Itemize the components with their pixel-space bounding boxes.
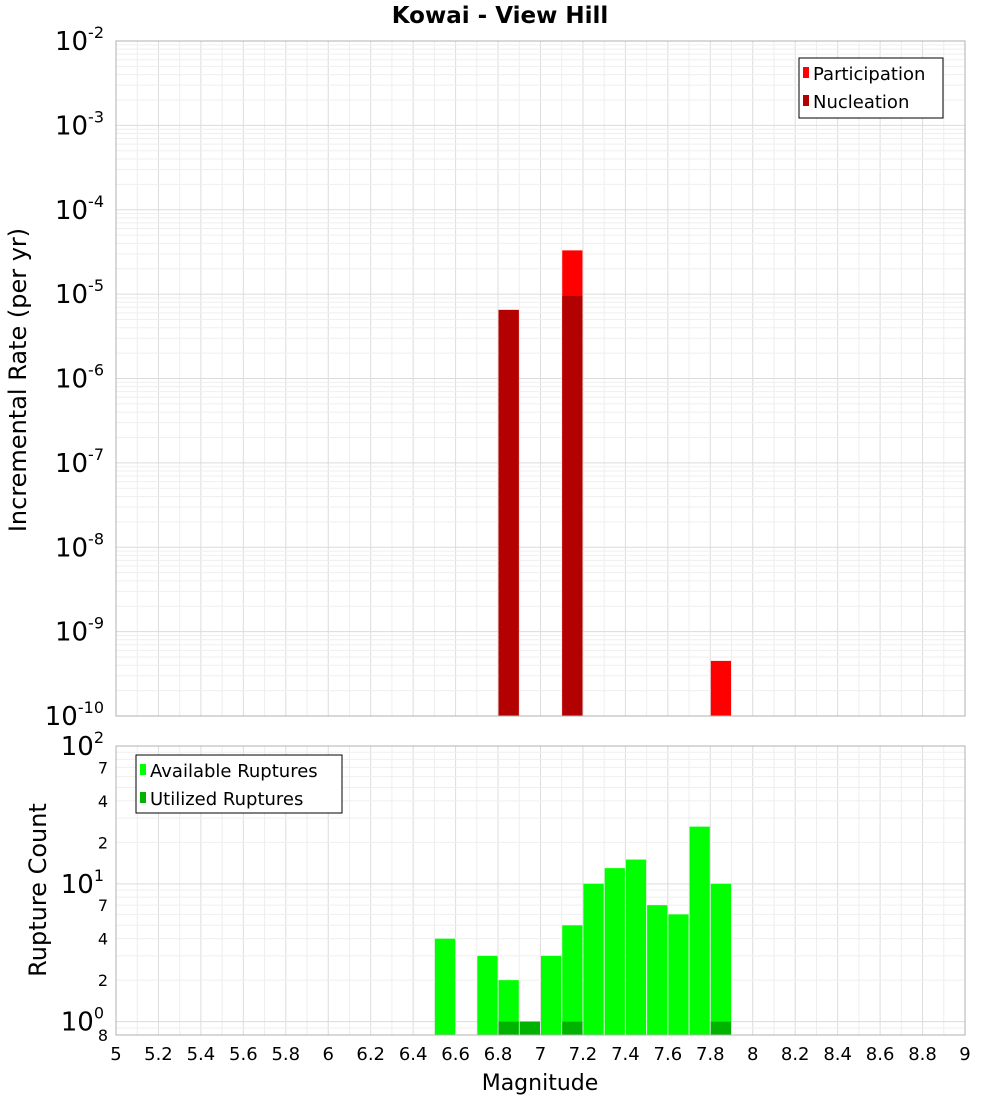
legend-swatch-available-ruptures bbox=[140, 764, 146, 775]
x-tick-label: 5.8 bbox=[271, 1044, 300, 1065]
top-plot-border bbox=[115, 40, 966, 717]
legend-swatch-nucleation bbox=[803, 95, 809, 106]
utilized-ruptures-bar bbox=[519, 1021, 540, 1035]
x-tick-label: 8.6 bbox=[866, 1044, 895, 1065]
top-y-axis-label: Incremental Rate (per yr) bbox=[4, 228, 32, 532]
participation-bar bbox=[710, 660, 732, 716]
x-tick-label: 6 bbox=[323, 1044, 334, 1065]
x-tick-label: 8.4 bbox=[823, 1044, 852, 1065]
available-ruptures-bar bbox=[710, 883, 732, 1035]
y-tick-label: 10-3 bbox=[55, 107, 104, 141]
bottom-y-tick-labels: 102 101 100 7 4 2 7 4 2 8 bbox=[61, 728, 108, 1045]
y-minor-tick-label: 7 bbox=[98, 758, 108, 777]
x-tick-label: 6.2 bbox=[356, 1044, 385, 1065]
available-ruptures-bar bbox=[604, 868, 625, 1035]
y-tick-label: 102 bbox=[61, 728, 104, 762]
x-tick-labels: 5 5.2 5.4 5.6 5.8 6 6.2 6.4 6.6 6.8 7 7.2 7.4 7.6 7.8 8… bbox=[110, 1044, 970, 1065]
bottom-bars bbox=[434, 826, 732, 1035]
x-tick-label: 6.6 bbox=[441, 1044, 470, 1065]
x-tick-label: 6.8 bbox=[484, 1044, 513, 1065]
y-minor-tick-label: 2 bbox=[98, 971, 108, 990]
available-ruptures-bar bbox=[689, 826, 710, 1035]
available-ruptures-bar bbox=[434, 938, 456, 1035]
y-minor-tick-label: 2 bbox=[98, 833, 108, 852]
legend-label-available-ruptures: Available Ruptures bbox=[150, 761, 318, 782]
y-tick-label: 10-5 bbox=[55, 276, 104, 310]
available-ruptures-bar bbox=[647, 905, 668, 1035]
utilized-ruptures-bar bbox=[498, 1021, 519, 1035]
available-ruptures-bar bbox=[668, 914, 689, 1035]
x-tick-label: 8.2 bbox=[781, 1044, 810, 1065]
x-tick-label: 5.4 bbox=[187, 1044, 216, 1065]
y-minor-tick-label: 4 bbox=[98, 792, 108, 811]
available-ruptures-bar bbox=[541, 955, 562, 1035]
x-axis-label: Magnitude bbox=[482, 1071, 599, 1096]
y-tick-label: 101 bbox=[61, 866, 104, 900]
y-tick-label: 10-8 bbox=[55, 529, 104, 563]
legend-swatch-participation bbox=[803, 67, 809, 78]
bottom-legend-box bbox=[135, 754, 343, 814]
available-ruptures-bar bbox=[625, 859, 647, 1035]
top-gridlines bbox=[115, 40, 966, 717]
legend-label-utilized-ruptures: Utilized Ruptures bbox=[150, 789, 303, 810]
top-legend-box bbox=[798, 57, 944, 119]
y-tick-label: 10-6 bbox=[55, 361, 104, 395]
top-legend: Participation Nucleation bbox=[798, 57, 944, 119]
x-tick-label: 9 bbox=[959, 1044, 970, 1065]
y-tick-label: 10-7 bbox=[55, 445, 104, 479]
x-tick-label: 7 bbox=[535, 1044, 546, 1065]
bottom-plot-border bbox=[115, 745, 966, 1036]
available-ruptures-bar bbox=[498, 980, 519, 1035]
x-tick-label: 5.6 bbox=[229, 1044, 258, 1065]
y-tick-label: 100 bbox=[61, 1004, 104, 1038]
x-tick-label: 7.4 bbox=[611, 1044, 640, 1065]
utilized-ruptures-bar bbox=[562, 1021, 583, 1035]
bottom-y-axis-label: Rupture Count bbox=[24, 803, 52, 977]
x-tick-label: 5.2 bbox=[144, 1044, 173, 1065]
x-tick-label: 5 bbox=[110, 1044, 121, 1065]
x-tick-label: 8.8 bbox=[908, 1044, 937, 1065]
legend-label-nucleation: Nucleation bbox=[813, 92, 909, 113]
x-tick-label: 7.8 bbox=[696, 1044, 725, 1065]
top-panel: 10-2 10-3 10-4 10-5 10-6 10-7 10-8 10-9 10-10 In… bbox=[4, 23, 966, 732]
x-tick-label: 8 bbox=[747, 1044, 758, 1065]
utilized-ruptures-bar bbox=[710, 1021, 732, 1035]
x-tick-label: 7.2 bbox=[569, 1044, 598, 1065]
available-ruptures-bar bbox=[562, 925, 583, 1035]
y-tick-label: 10-10 bbox=[45, 698, 104, 732]
y-minor-tick-label: 4 bbox=[98, 930, 108, 949]
x-tick-label: 7.6 bbox=[654, 1044, 683, 1065]
chart-title: Kowai - View Hill bbox=[392, 3, 608, 29]
y-tick-label: 10-2 bbox=[55, 23, 104, 57]
x-tick-label: 6.4 bbox=[399, 1044, 428, 1065]
bottom-legend: Available Ruptures Utilized Ruptures bbox=[135, 754, 343, 814]
legend-label-participation: Participation bbox=[813, 64, 925, 85]
legend-swatch-utilized-ruptures bbox=[140, 792, 146, 803]
top-y-tick-labels: 10-2 10-3 10-4 10-5 10-6 10-7 10-8 10-9 10-10 bbox=[45, 23, 104, 732]
bottom-panel: 102 101 100 7 4 2 7 4 2 8 Rupture Count Available… bbox=[24, 728, 971, 1096]
available-ruptures-bar bbox=[477, 955, 498, 1035]
nucleation-bar bbox=[562, 296, 583, 716]
y-minor-tick-label: 8 bbox=[98, 1026, 108, 1045]
y-tick-label: 10-4 bbox=[55, 192, 104, 226]
available-ruptures-bar bbox=[583, 883, 604, 1035]
top-bars bbox=[498, 250, 732, 717]
y-minor-tick-label: 7 bbox=[98, 896, 108, 915]
y-tick-label: 10-9 bbox=[55, 614, 104, 648]
nucleation-bar bbox=[498, 309, 519, 716]
